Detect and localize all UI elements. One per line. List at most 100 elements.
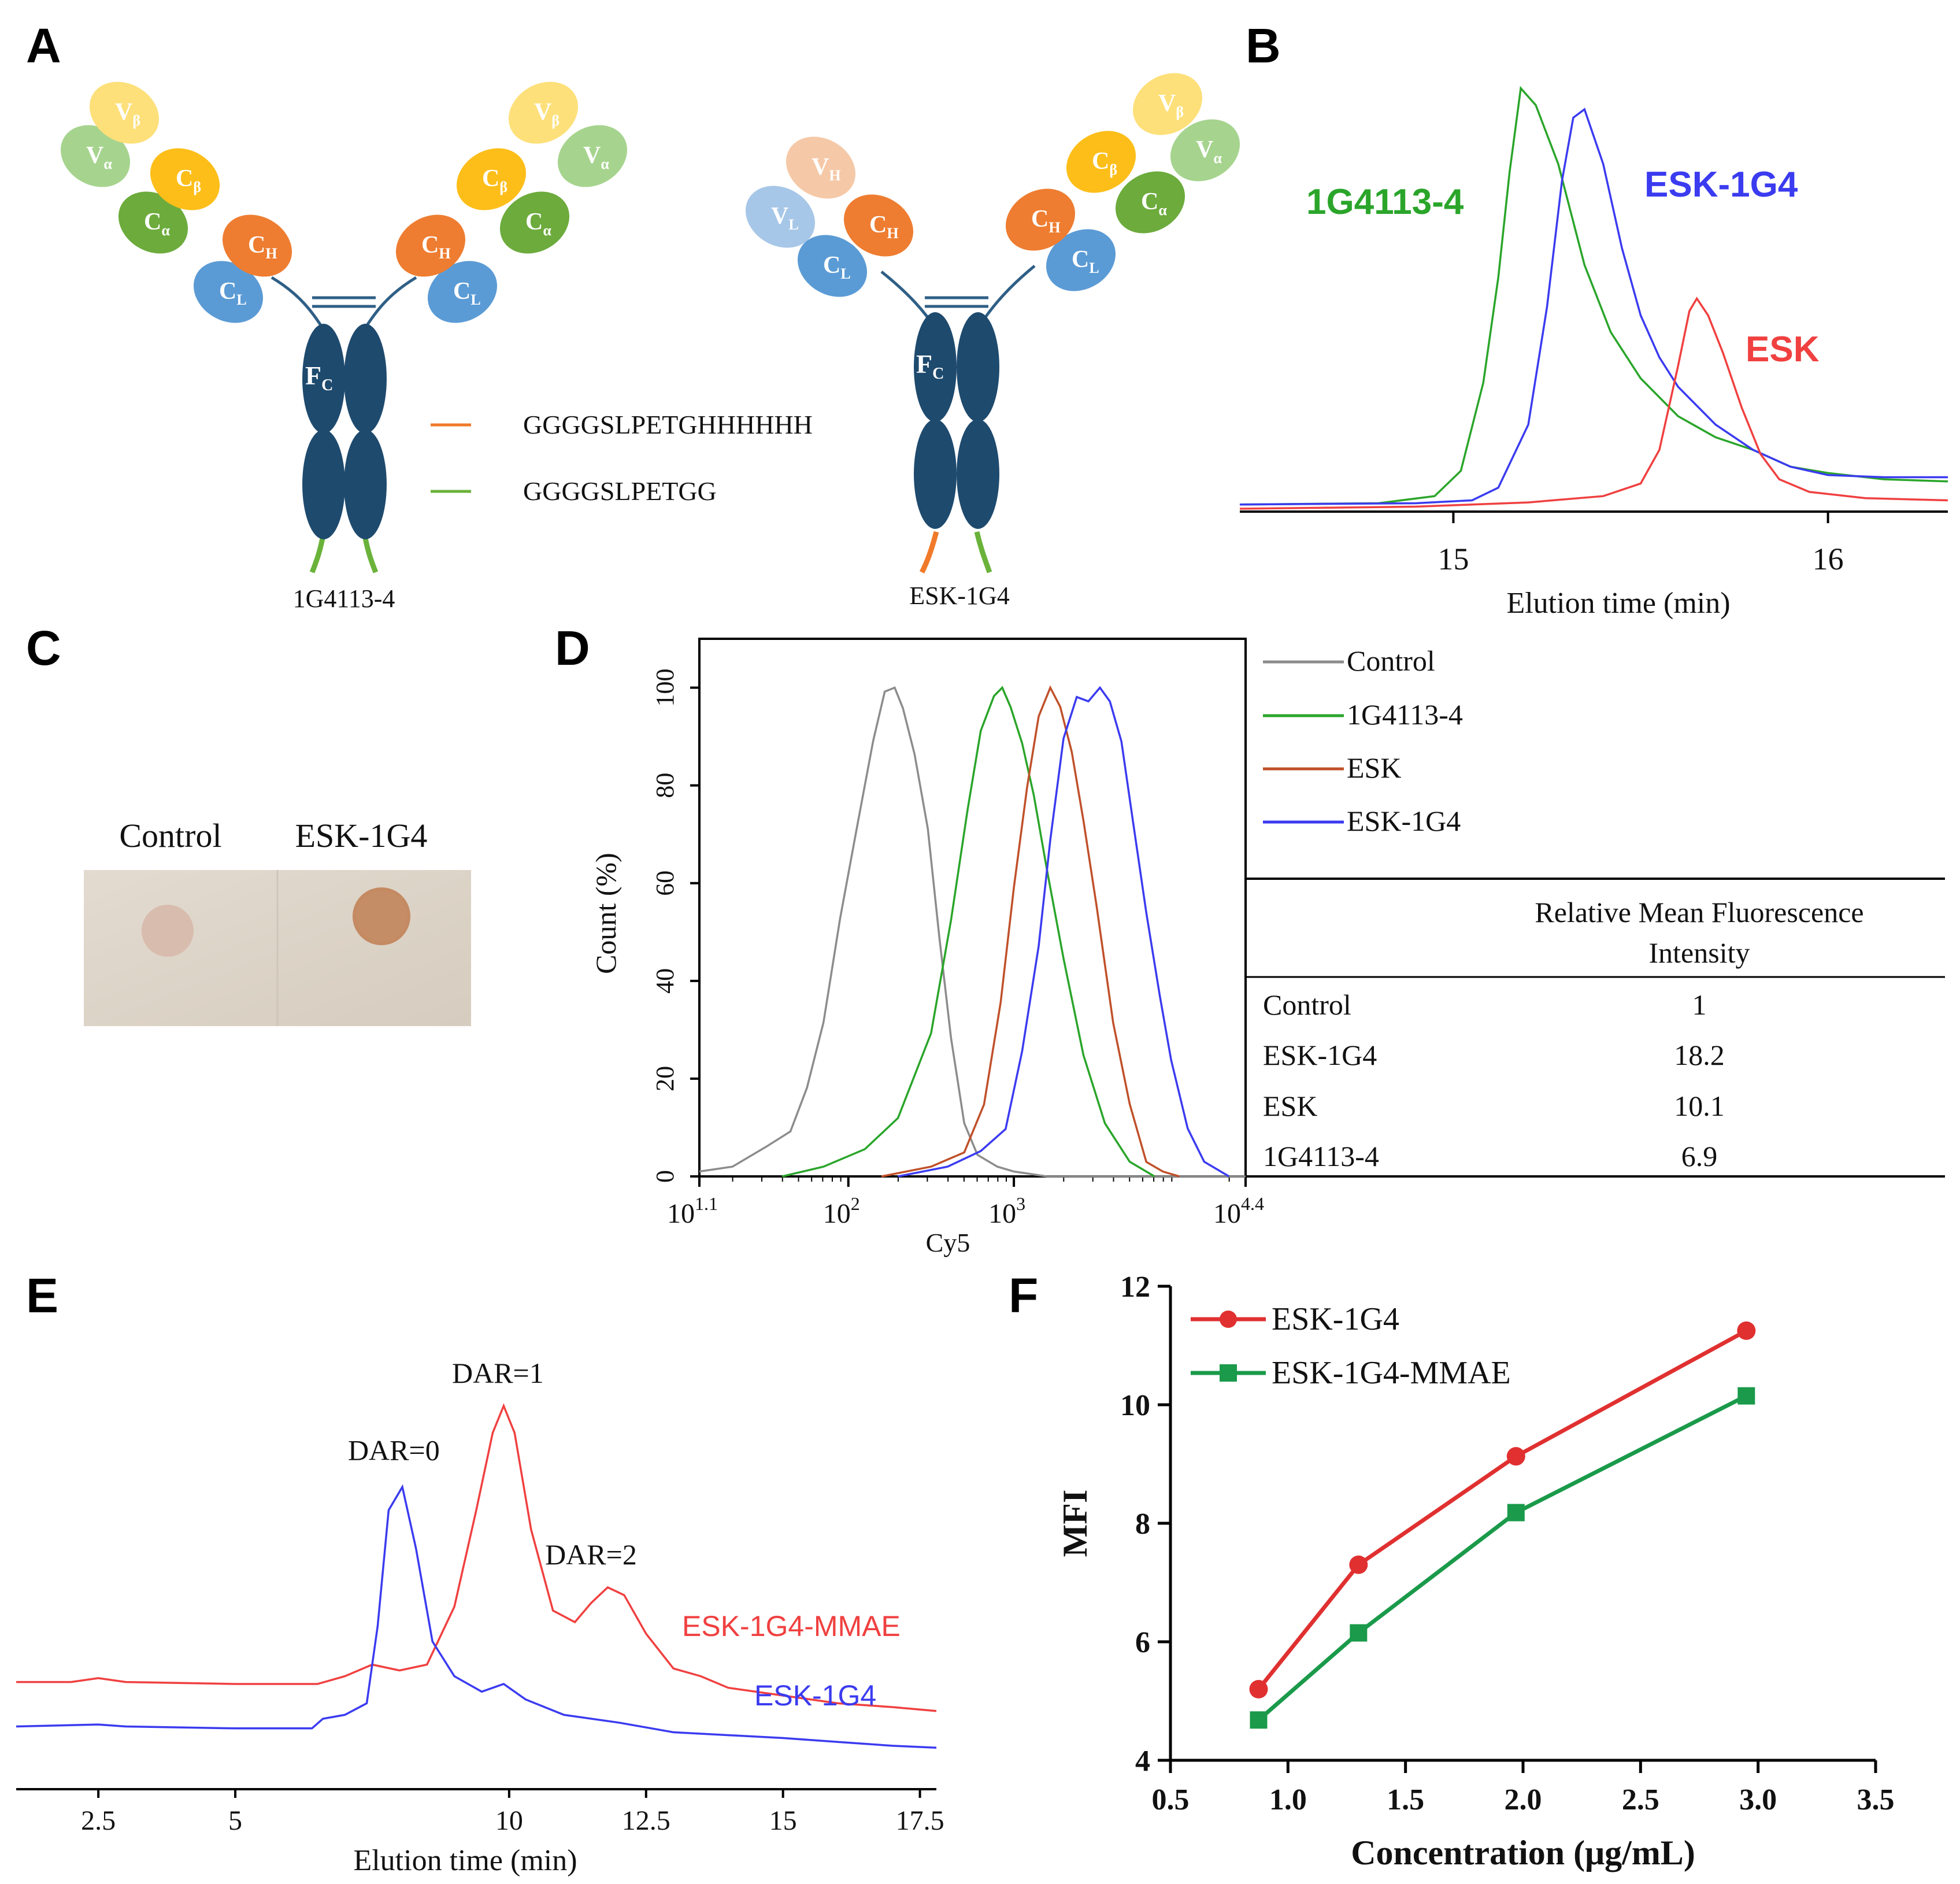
table-cell: 1 bbox=[1692, 989, 1707, 1021]
domain-c-beta bbox=[456, 148, 527, 210]
point-esk-1g4 bbox=[1349, 1555, 1368, 1574]
x-axis-label: Elution time (min) bbox=[353, 1844, 577, 1877]
y-axis-label: MFI bbox=[1056, 1490, 1094, 1557]
fc-domain bbox=[914, 419, 957, 529]
domain-label-c-alpha: Cα bbox=[525, 209, 551, 239]
domain-label-c-beta: Cβ bbox=[1092, 148, 1117, 178]
domain-c-h bbox=[222, 214, 292, 277]
domain-label-c-l: CL bbox=[219, 278, 247, 308]
domain-label-v-alpha: Vα bbox=[583, 142, 609, 172]
domain-c-h bbox=[395, 214, 466, 277]
series-line-esk-1g4-mmae bbox=[1257, 1394, 1747, 1722]
x-tick-label: 103 bbox=[988, 1193, 1025, 1229]
legend-1g4113-4: 1G4113-4 bbox=[1347, 698, 1463, 731]
dot-label-esk-1g4: ESK-1G4 bbox=[295, 817, 428, 854]
annotations: DAR=0 DAR=1 DAR=2 bbox=[348, 1357, 637, 1571]
domain-label-c-beta: Cβ bbox=[482, 165, 507, 195]
point-esk-1g4-mmae bbox=[1350, 1624, 1368, 1642]
domain-label-c-h: CH bbox=[869, 212, 899, 242]
panel-label-f: F bbox=[1009, 1268, 1038, 1323]
series-label-esk: ESK bbox=[1746, 330, 1820, 369]
table-cell: 6.9 bbox=[1681, 1140, 1718, 1172]
x-tick-label: 1.5 bbox=[1387, 1783, 1424, 1816]
point-esk-1g4 bbox=[1506, 1447, 1525, 1466]
legend-marker-circle bbox=[1220, 1311, 1237, 1328]
annotation-dar-1: DAR=1 bbox=[452, 1357, 544, 1389]
panel-label-c: C bbox=[26, 621, 61, 675]
domain-label-v-alpha: Vα bbox=[1196, 136, 1222, 166]
x-tick-label: 3.0 bbox=[1739, 1783, 1777, 1816]
domain-label-c-l: CL bbox=[453, 278, 481, 308]
domain-label-c-h: CH bbox=[421, 232, 451, 262]
y-tick-label: 80 bbox=[651, 773, 679, 798]
domain-label-v-l: VL bbox=[771, 203, 799, 233]
legend-marker-square bbox=[1220, 1364, 1237, 1382]
label-esk-1g4: ESK-1G4 bbox=[909, 582, 1010, 610]
x-tick-label: 10 bbox=[495, 1805, 523, 1836]
series-label-esk-1g4: ESK-1G4 bbox=[1644, 165, 1798, 205]
mfi-table: Relative Mean Fluorescence Intensity Con… bbox=[1246, 878, 1945, 1178]
domain-c-l bbox=[427, 261, 498, 323]
domain-v-beta bbox=[508, 82, 579, 144]
domain-label-v-beta: Vβ bbox=[534, 99, 560, 129]
axis-ticks: 4 6 8 10 12 0.5 1.0 1.5 2.0 2.5 3.0 3.5 bbox=[1120, 1271, 1895, 1816]
x-tick-label: 12.5 bbox=[622, 1805, 670, 1836]
fc-domain bbox=[914, 312, 957, 422]
legend-control: Control bbox=[1347, 645, 1435, 677]
panel-label-d: D bbox=[555, 621, 590, 675]
plot-frame bbox=[698, 638, 1247, 1178]
y-tick-label: 8 bbox=[1135, 1508, 1150, 1541]
histogram-control bbox=[699, 686, 1246, 1178]
domain-label-c-alpha: Cα bbox=[144, 209, 170, 239]
legend-esk-1g4: ESK-1G4 bbox=[1347, 805, 1461, 837]
x-tick-label: 0.5 bbox=[1152, 1783, 1190, 1816]
x-tick-label: 17.5 bbox=[896, 1805, 944, 1836]
y-tick-label: 100 bbox=[651, 669, 679, 707]
plot-lines bbox=[16, 1403, 937, 1749]
histograms bbox=[699, 685, 1246, 1178]
legend-esk-1g4-mmae: ESK-1G4-MMAE bbox=[1272, 1355, 1511, 1391]
dot-control bbox=[142, 905, 194, 957]
y-tick-label: 6 bbox=[1135, 1626, 1150, 1659]
fc-domain bbox=[957, 312, 999, 422]
histogram-1g4113-4 bbox=[781, 686, 1155, 1178]
point-esk-1g4-mmae bbox=[1737, 1387, 1755, 1405]
x-tick-label: 102 bbox=[823, 1193, 860, 1229]
legend-esk: ESK bbox=[1347, 752, 1401, 784]
legend: ESK-1G4 ESK-1G4-MMAE bbox=[1191, 1301, 1511, 1391]
y-tick-label: 12 bbox=[1120, 1271, 1150, 1304]
fc-domain bbox=[957, 419, 999, 529]
domain-v-alpha bbox=[1170, 119, 1240, 182]
panel-label-b: B bbox=[1246, 18, 1281, 73]
legend-linker-green: GGGGSLPETGG bbox=[523, 476, 717, 506]
domain-v-beta bbox=[89, 82, 160, 144]
axis-ticks: 0 20 40 60 80 100 101.1 102 103 104.4 bbox=[651, 669, 1264, 1229]
table-header-1: Relative Mean Fluorescence bbox=[1535, 896, 1863, 928]
y-tick-label: 20 bbox=[651, 1066, 679, 1091]
domain-label-c-l: CL bbox=[1072, 246, 1099, 276]
domain-v-alpha bbox=[557, 125, 628, 187]
domain-c-alpha bbox=[1115, 171, 1185, 234]
table-cell: 10.1 bbox=[1674, 1090, 1725, 1122]
legend: Control 1G4113-4 ESK ESK-1G4 bbox=[1263, 645, 1463, 837]
fc-label: FC bbox=[305, 361, 333, 394]
x-tick-label: 3.5 bbox=[1857, 1783, 1895, 1816]
domain-v-beta bbox=[1132, 73, 1203, 135]
point-esk-1g4-mmae bbox=[1250, 1711, 1268, 1729]
point-esk-1g4 bbox=[1249, 1680, 1268, 1698]
legend-linker-orange: GGGGSLPETGHHHHHH bbox=[523, 410, 813, 439]
x-tick-label: 104.4 bbox=[1213, 1193, 1264, 1229]
hinge-line bbox=[362, 276, 417, 331]
x-axis-label: Cy5 bbox=[926, 1228, 970, 1257]
x-ticks: 15 16 bbox=[1437, 512, 1844, 576]
fc-domain bbox=[302, 430, 345, 539]
panel-label-a: A bbox=[26, 18, 61, 73]
x-tick-label: 15 bbox=[769, 1805, 797, 1836]
point-esk-1g4 bbox=[1737, 1321, 1756, 1340]
dot-label-control: Control bbox=[119, 817, 221, 854]
histogram-esk-1g4 bbox=[898, 686, 1230, 1178]
series-line-esk-1g4-mmae bbox=[16, 1403, 937, 1712]
hinge-line bbox=[271, 276, 325, 331]
legend-esk-1g4: ESK-1G4 bbox=[1272, 1301, 1399, 1337]
x-tick-label: 2.5 bbox=[81, 1805, 116, 1836]
